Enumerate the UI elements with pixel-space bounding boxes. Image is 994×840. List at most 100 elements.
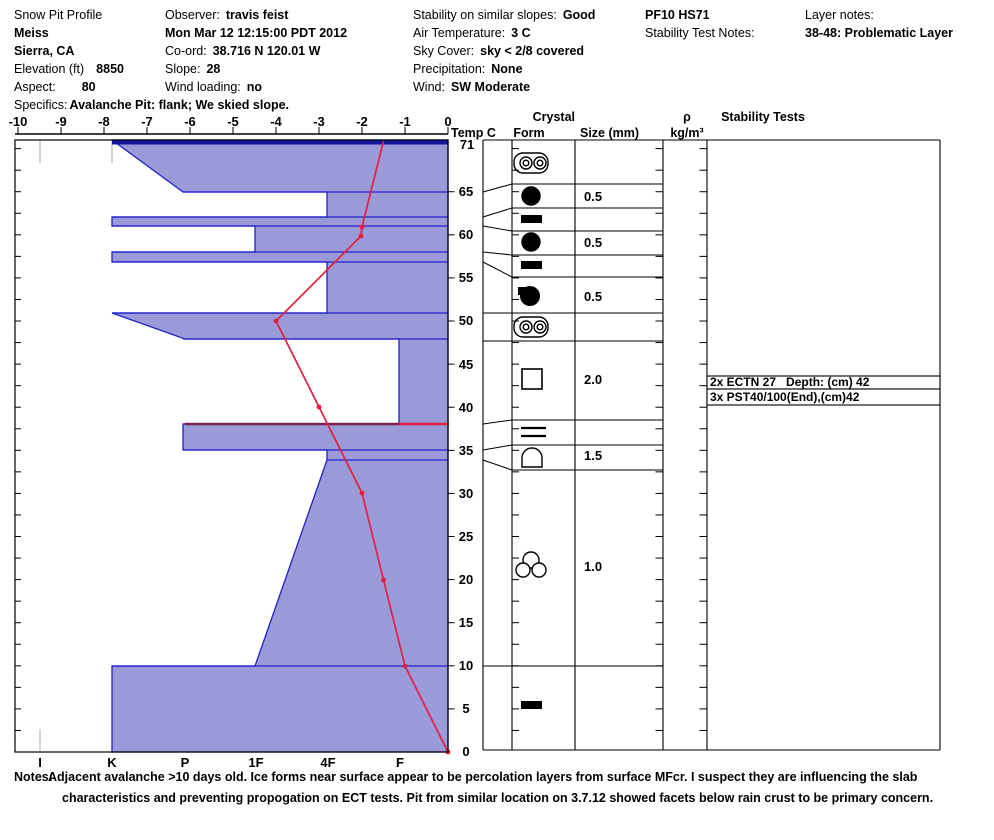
notes-line-2: characteristics and preventing propogati… (62, 791, 934, 805)
ice-lens-icon (521, 261, 542, 269)
temp-axis-title: Temp C (451, 126, 496, 140)
temp-tick-label: -5 (227, 114, 239, 129)
hardness-tick-label: P (181, 755, 190, 770)
specifics-row: Specifics: Avalanche Pit: flank; We skied… (14, 98, 290, 112)
pf-hs-code: PF10 HS71 (645, 8, 710, 22)
temp-tick-label: 0 (444, 114, 451, 129)
aspect-row: Aspect: 80 (14, 80, 96, 94)
melt-forms-icon (518, 286, 540, 306)
report-title: Snow Pit Profile (14, 8, 103, 22)
grain-size-values: 0.5 0.5 0.5 2.0 1.5 1.0 (584, 189, 602, 574)
ice-lens-icon (521, 701, 542, 709)
temp-tick-label: -9 (55, 114, 67, 129)
notes-label: Notes: (14, 770, 53, 784)
form-column-header: Form (513, 126, 544, 140)
layer-notes-label: Layer notes: (805, 8, 874, 22)
ice-lens-icon (521, 215, 542, 223)
elevation-row: Elevation (ft) 8850 (14, 62, 124, 76)
hardness-tick-label: I (38, 755, 42, 770)
temp-tick-label: -10 (9, 114, 28, 129)
depth-tick-label: 0 (462, 744, 469, 759)
hardness-profile (14, 139, 451, 755)
notes-line-1: Adjacent avalanche >10 days old. Ice for… (48, 770, 918, 784)
melt-freeze-crust-icon (513, 316, 549, 338)
wind-loading-row: Wind loading: no (165, 80, 263, 94)
row-depth-connectors (482, 183, 513, 471)
depth-tick-label: 20 (459, 572, 473, 587)
size-value: 1.0 (584, 559, 602, 574)
depth-axis-ticks (448, 191, 455, 710)
temp-axis: -10 -9 -8 -7 -6 -5 -4 -3 -2 -1 0 Temp C (9, 114, 496, 140)
crystal-column-header: Crystal (533, 110, 575, 124)
rounded-grains-icon (521, 232, 541, 252)
precip-row: Precipitation: None (413, 62, 523, 76)
coord-row: Co-ord: 38.716 N 120.01 W (165, 44, 321, 58)
size-value: 1.5 (584, 448, 602, 463)
cup-crystals-icon (521, 447, 543, 468)
crystal-form-symbols (513, 152, 549, 709)
rounded-grains-icon (521, 186, 541, 206)
temp-tick-label: -4 (270, 114, 282, 129)
depth-tick-label: 35 (459, 443, 473, 458)
hardness-tick-label: 1F (248, 755, 263, 770)
hardness-tick-label: F (396, 755, 404, 770)
site-name: Meiss (14, 26, 49, 40)
table-grid (482, 139, 941, 751)
depth-tick-label: 5 (462, 701, 469, 716)
size-column-header: Size (mm) (580, 126, 639, 140)
temp-tick-label: -6 (184, 114, 196, 129)
hardness-fill-polygon (110, 139, 449, 753)
stability-row: Stability on similar slopes: Good (413, 8, 596, 22)
melt-freeze-crust-icon (513, 152, 549, 174)
depth-tick-label: 60 (459, 227, 473, 242)
stability-test-results: 2x ECTN 27 Depth: (cm) 42 3x PST40/100(E… (706, 375, 941, 406)
wind-row: Wind: SW Moderate (413, 80, 531, 94)
temp-tick-label: -3 (313, 114, 325, 129)
layer-table: Crystal Form Size (mm) ρ kg/m³ Stability… (482, 110, 941, 751)
clustered-grains-icon (515, 551, 547, 578)
density-units-header: kg/m³ (670, 126, 703, 140)
depth-tick-label: 65 (459, 184, 473, 199)
site-region: Sierra, CA (14, 44, 75, 58)
depth-tick-label: 55 (459, 270, 473, 285)
hardness-axis: I K P 1F 4F F (38, 755, 404, 770)
size-value: 0.5 (584, 289, 602, 304)
temp-tick-label: -1 (399, 114, 411, 129)
stability-test-row: 3x PST40/100(End),(cm)42 (710, 390, 860, 404)
stability-test-notes-label: Stability Test Notes: (645, 26, 755, 40)
depth-tick-label: 25 (459, 529, 473, 544)
plot-frame (14, 139, 449, 753)
temp-tick-label: -2 (356, 114, 368, 129)
depth-tick-label: 15 (459, 615, 473, 630)
stability-test-row: 2x ECTN 27 Depth: (cm) 42 (710, 375, 870, 389)
density-column-header: ρ (683, 110, 691, 124)
depth-tick-label: 50 (459, 313, 473, 328)
temp-tick-label: -8 (98, 114, 110, 129)
ice-layers-icon (521, 426, 546, 438)
temp-tick-label: -7 (141, 114, 153, 129)
temp-axis-ticks (17, 127, 449, 134)
sky-cover-row: Sky Cover: sky < 2/8 covered (413, 44, 585, 58)
depth-axis: 71 65 60 55 50 45 40 35 30 25 20 15 10 5… (448, 137, 474, 759)
depth-tick-label: 45 (459, 357, 473, 372)
stability-column-header: Stability Tests (721, 110, 805, 124)
size-value: 2.0 (584, 372, 602, 387)
hardness-tick-label: 4F (320, 755, 335, 770)
observer-row: Observer: travis feist (165, 8, 289, 22)
size-value: 0.5 (584, 189, 602, 204)
faceted-crystals-icon (521, 368, 543, 390)
hardness-tick-label: K (107, 755, 117, 770)
depth-tick-label: 10 (459, 658, 473, 673)
table-depth-ticks (512, 148, 707, 731)
datetime-row: Mon Mar 12 12:15:00 PDT 2012 (165, 26, 348, 40)
depth-tick-label: 30 (459, 486, 473, 501)
air-temp-row: Air Temperature: 3 C (413, 26, 531, 40)
layer-notes-value: 38-48: Problematic Layer (805, 26, 953, 40)
depth-tick-label: 71 (460, 137, 474, 152)
size-value: 0.5 (584, 235, 602, 250)
slope-row: Slope: 28 (165, 62, 221, 76)
temperature-points (273, 224, 451, 755)
depth-tick-label: 40 (459, 400, 473, 415)
